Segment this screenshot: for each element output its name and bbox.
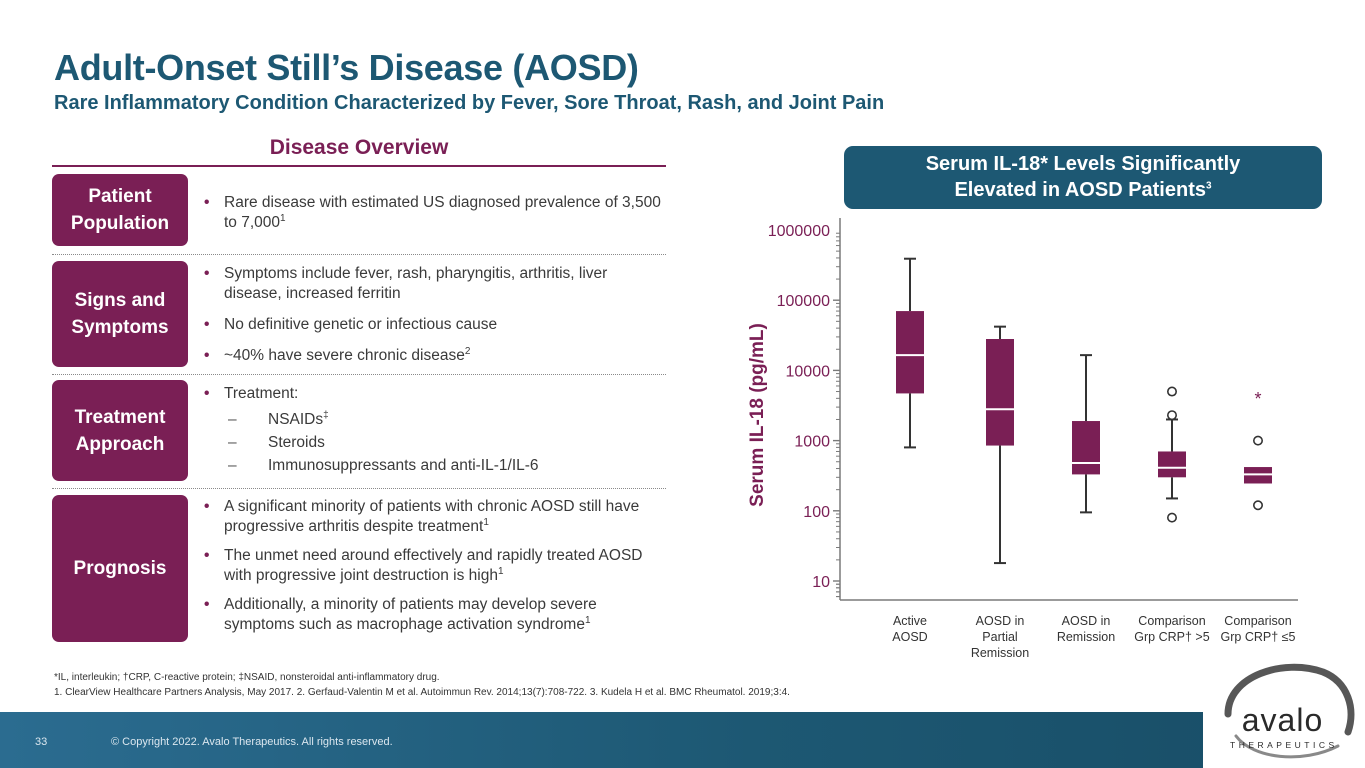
- section-divider: [52, 254, 666, 255]
- x-category-label: AOSD in Remission: [1057, 614, 1115, 644]
- y-tick-label: 1000: [794, 434, 830, 451]
- x-category-label: AOSD in Partial Remission: [971, 614, 1029, 660]
- y-tick-label: 10000: [786, 363, 831, 380]
- chart-header: Serum IL-18* Levels Significantly Elevat…: [844, 146, 1322, 209]
- section-label-text: Patient Population: [70, 186, 170, 234]
- il18-box-plot: 10 100 1000 10000 100000 1000000 Serum IL-18 (…: [747, 218, 1298, 660]
- bullet-item: ~40% have severe chronic disease2: [204, 346, 664, 366]
- section-label-treatment-approach: Treatment Approach: [52, 380, 188, 481]
- x-category-label: Comparison Grp CRP† ≤5: [1221, 614, 1296, 644]
- bullet-item: Symptoms include fever, rash, pharyngiti…: [204, 264, 664, 304]
- section-label-text: Prognosis: [73, 558, 167, 579]
- box-iqr: [986, 339, 1014, 446]
- outlier-point: [1166, 410, 1177, 421]
- significance-asterisk: *: [1254, 389, 1261, 409]
- x-category-label: Active AOSD: [892, 614, 927, 644]
- section-bullets-prognosis: A significant minority of patients with …: [204, 497, 664, 635]
- outlier-point: [1166, 512, 1177, 523]
- bullet-item: Treatment:: [204, 384, 664, 404]
- section-bullets-patient-population: Rare disease with estimated US diagnosed…: [204, 193, 664, 233]
- sub-bullet-item: Immunosuppressants and anti-IL-1/IL-6: [204, 456, 664, 476]
- bullet-item: A significant minority of patients with …: [204, 497, 664, 537]
- page-subtitle: Rare Inflammatory Condition Characterize…: [54, 92, 885, 114]
- logo-brush-ring-icon: [1224, 663, 1355, 759]
- outlier-point: [1166, 386, 1177, 397]
- section-bullets-signs-and-symptoms: Symptoms include fever, rash, pharyngiti…: [204, 264, 664, 366]
- chart-header-line2: Elevated in AOSD Patients3: [954, 179, 1212, 201]
- overview-rule: [52, 165, 666, 167]
- box-iqr: [1158, 451, 1186, 478]
- box-iqr: [896, 311, 924, 394]
- bullet-item: Rare disease with estimated US diagnosed…: [204, 193, 664, 233]
- sub-bullet-item: Steroids: [204, 433, 664, 453]
- section-divider: [52, 488, 666, 489]
- page-number: 33: [35, 736, 48, 748]
- page-title: Adult-Onset Still’s Disease (AOSD): [54, 47, 639, 88]
- section-label-signs-and-symptoms: Signs and Symptoms: [52, 261, 188, 367]
- copyright-text: © Copyright 2022. Avalo Therapeutics. Al…: [111, 736, 393, 748]
- outlier-point: [1252, 435, 1263, 446]
- overview-title: Disease Overview: [269, 136, 449, 159]
- section-label-patient-population: Patient Population: [52, 174, 188, 246]
- y-axis-label: Serum IL-18 (pg/mL): [747, 323, 768, 507]
- sub-bullet-item: NSAIDs‡: [204, 410, 664, 430]
- section-label-text: Treatment Approach: [74, 406, 166, 455]
- box-iqr: [1072, 421, 1100, 475]
- y-tick-label: 100: [803, 504, 830, 521]
- chart-header-line1: Serum IL-18* Levels Significantly: [925, 153, 1241, 175]
- section-label-text: Signs and Symptoms: [71, 290, 169, 338]
- footer-bar: 33 © Copyright 2022. Avalo Therapeutics.…: [0, 712, 1365, 768]
- footnote-references: 1. ClearView Healthcare Partners Analysi…: [54, 687, 790, 698]
- y-tick-label: 100000: [777, 293, 830, 310]
- outlier-point: [1252, 500, 1263, 511]
- y-tick-label: 10: [812, 574, 830, 591]
- section-divider: [52, 374, 666, 375]
- bullet-item: Additionally, a minority of patients may…: [204, 595, 664, 635]
- section-label-prognosis: Prognosis: [52, 495, 188, 642]
- section-bullets-treatment-approach: Treatment: NSAIDs‡ Steroids Immunosuppre…: [204, 384, 664, 476]
- y-tick-label: 1000000: [768, 223, 830, 240]
- x-category-label: Comparison Grp CRP† >5: [1134, 614, 1209, 644]
- bullet-item: The unmet need around effectively and ra…: [204, 546, 664, 586]
- bullet-item: No definitive genetic or infectious caus…: [204, 315, 664, 335]
- logo-wordmark: avalo: [1241, 702, 1324, 738]
- logo-tagline: THERAPEUTICS: [1230, 740, 1338, 750]
- footnote-abbreviations: *IL, interleukin; †CRP, C-reactive prote…: [54, 672, 440, 683]
